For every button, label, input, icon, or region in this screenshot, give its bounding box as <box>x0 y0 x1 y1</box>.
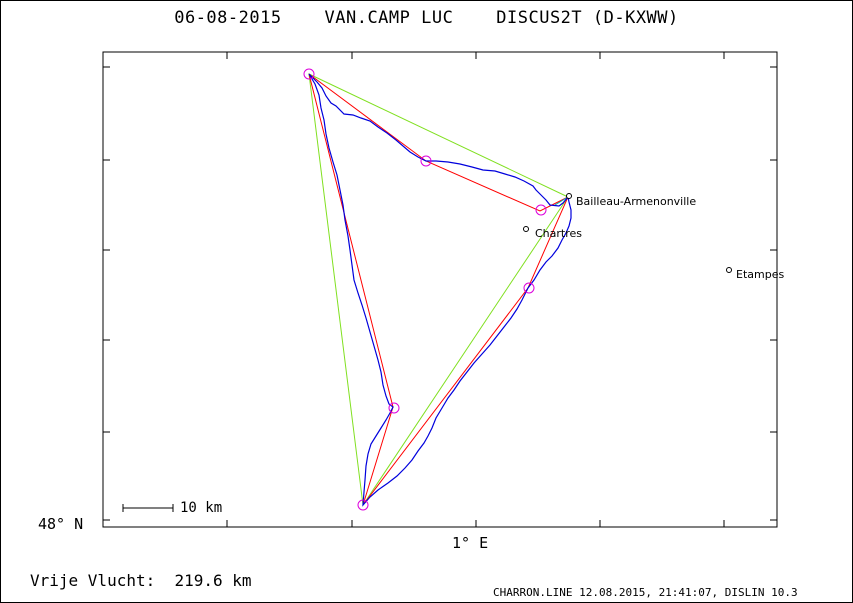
start-leg <box>554 196 569 206</box>
town-marker <box>566 193 572 199</box>
turnpoint-marker <box>303 68 315 80</box>
turnpoint-marker <box>535 204 547 216</box>
plot-border <box>102 51 778 528</box>
axis-ticks <box>103 52 777 527</box>
longitude-label: 1° E <box>452 534 489 552</box>
footer-info: CHARRON.LINE 12.08.2015, 21:41:07, DISLI… <box>493 586 798 599</box>
optimized-route <box>308 73 570 506</box>
turnpoint-marker <box>420 155 432 167</box>
turnpoint-marker <box>357 499 369 511</box>
scale-bar-label: 10 km <box>180 500 223 516</box>
triangle-route <box>308 73 569 507</box>
flight-title: 06-08-2015 VAN.CAMP LUC DISCUS2T (D-KXWW… <box>174 8 679 28</box>
town-label-bailleau: Bailleau-Armenonville <box>576 195 697 208</box>
scale-bar <box>122 504 174 512</box>
town-marker <box>726 267 732 273</box>
latitude-label: 48° N <box>38 515 84 533</box>
turnpoint-marker <box>523 282 535 294</box>
distance-label: Vrije Vlucht: 219.6 km <box>30 571 252 590</box>
town-marker <box>523 226 529 232</box>
turnpoints <box>303 68 547 511</box>
town-label-chartres: Chartres <box>535 227 583 240</box>
gps-track <box>308 73 572 507</box>
turnpoint-marker <box>388 402 400 414</box>
town-label-etampes: Etampes <box>736 268 785 281</box>
